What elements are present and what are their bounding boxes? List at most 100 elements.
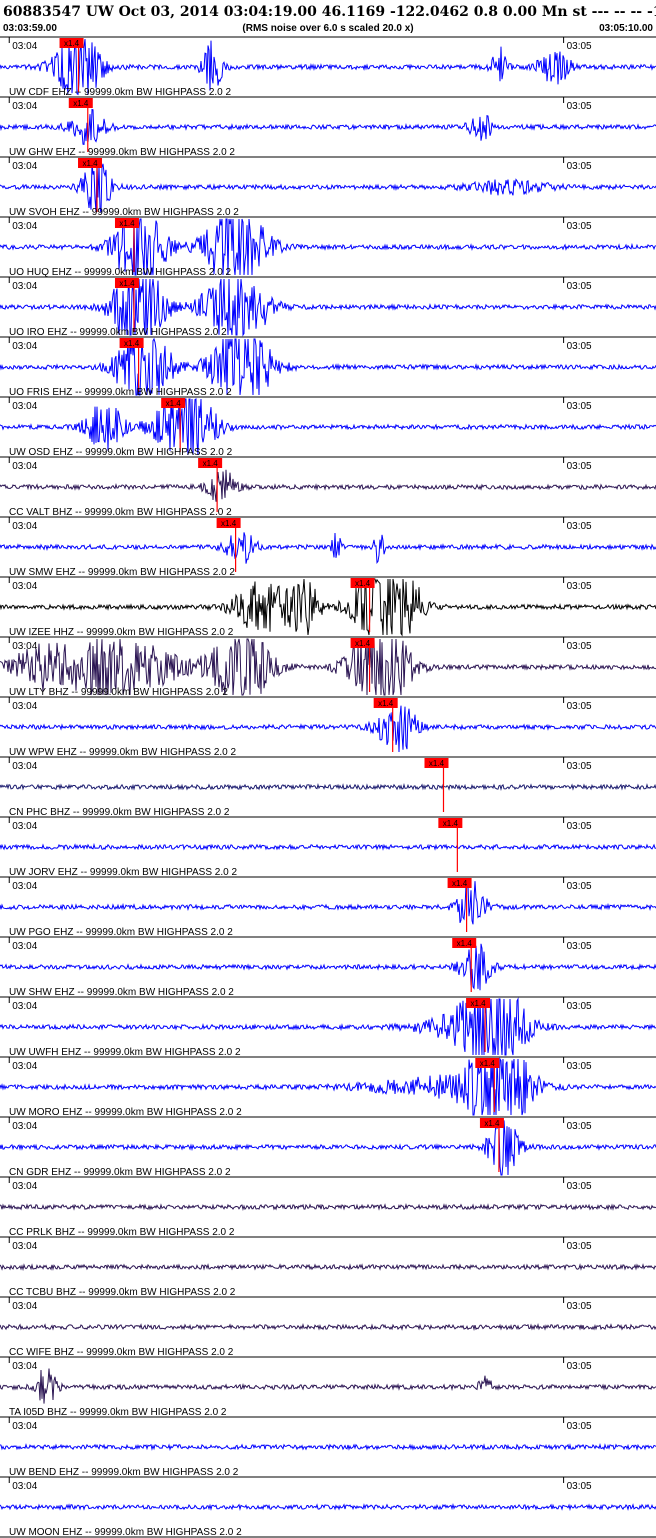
seismic-trace <box>0 1368 656 1404</box>
channel-label: UO HUQ EHZ -- 99999.0km BW HIGHPASS 2.0 … <box>9 267 232 278</box>
pick-label: x1.4 <box>221 519 237 528</box>
minute-tick-label: 03:05 <box>567 41 592 52</box>
channel-2: 03:04 03:05 x1.4 UW GHW EHZ -- 99999.0km BW… <box>0 96 656 158</box>
minute-tick-label: 03:05 <box>567 281 592 292</box>
pick-label: x1.4 <box>457 939 473 948</box>
pick-flag <box>114 218 139 228</box>
minute-tick-label: 03:04 <box>12 461 37 472</box>
channel-label: UW PGO EHZ -- 99999.0km BW HIGHPASS 2.0 … <box>9 927 233 938</box>
pick-flag <box>447 878 472 888</box>
minute-tick-label: 03:05 <box>567 1361 592 1372</box>
channel-6: 03:04 03:05 x1.4 UO FRIS EHZ -- 99999.0km B… <box>0 336 656 398</box>
channel-label: UO FRIS EHZ -- 99999.0km BW HIGHPASS 2.0… <box>9 387 232 398</box>
channel-label: CC WIFE BHZ -- 99999.0km BW HIGHPASS 2.0… <box>9 1347 234 1358</box>
channel-8: 03:04 03:05 x1.4 CC VALT BHZ -- 99999.0km B… <box>0 456 656 518</box>
pick-label: x1.4 <box>471 999 487 1008</box>
end-time: 03:05:10.00 <box>599 23 653 34</box>
minute-tick-label: 03:05 <box>567 941 592 952</box>
seismic-trace <box>0 1120 656 1176</box>
minute-tick-label: 03:04 <box>12 1121 37 1132</box>
minute-tick-label: 03:04 <box>12 761 37 772</box>
seismic-trace <box>0 1263 656 1272</box>
pick-flag <box>438 818 463 828</box>
minute-tick-label: 03:05 <box>567 461 592 472</box>
pick-label: x1.4 <box>480 1059 496 1068</box>
minute-tick-label: 03:04 <box>12 221 37 232</box>
pick-flag <box>475 1058 500 1068</box>
pick-flag <box>68 98 93 108</box>
minute-tick-label: 03:04 <box>12 581 37 592</box>
minute-tick-label: 03:04 <box>12 821 37 832</box>
seismic-trace <box>0 278 656 337</box>
seismic-trace <box>0 337 656 396</box>
pick-label: x1.4 <box>452 879 468 888</box>
channel-21: 03:04 03:05 CC TCBU BHZ -- 99999.0km BW HI… <box>0 1236 656 1298</box>
channel-label: UO IRO EHZ -- 99999.0km BW HIGHPASS 2.0 … <box>9 327 227 338</box>
minute-tick-label: 03:04 <box>12 881 37 892</box>
channel-13: 03:04 03:05 x1.4 CN PHC BHZ -- 99999.0km BW… <box>0 756 656 818</box>
minute-tick-label: 03:04 <box>12 1481 37 1492</box>
minute-tick-label: 03:05 <box>567 581 592 592</box>
seismic-trace <box>0 1442 656 1452</box>
seismic-trace <box>0 842 656 851</box>
minute-tick-label: 03:05 <box>567 701 592 712</box>
seismic-trace <box>0 218 656 276</box>
channel-label: UW CDF EHZ -- 99999.0km BW HIGHPASS 2.0 … <box>9 87 232 98</box>
seismic-trace <box>0 469 656 502</box>
minute-tick-label: 03:05 <box>567 1421 592 1432</box>
minute-tick-label: 03:04 <box>12 281 37 292</box>
minute-tick-label: 03:05 <box>567 221 592 232</box>
channel-14: 03:04 03:05 x1.4 UW JORV EHZ -- 99999.0km B… <box>0 816 656 878</box>
minute-tick-label: 03:04 <box>12 1001 37 1012</box>
pick-flag <box>119 338 144 348</box>
pick-label: x1.4 <box>429 759 445 768</box>
pick-label: x1.4 <box>119 219 135 228</box>
seismic-trace <box>0 1502 656 1512</box>
pick-flag <box>452 938 477 948</box>
minute-tick-label: 03:04 <box>12 1241 37 1252</box>
channel-11: 03:04 03:05 x1.4 UW LTY BHZ -- 99999.0km BW… <box>0 636 656 698</box>
minute-tick-label: 03:05 <box>567 161 592 172</box>
channel-22: 03:04 03:05 CC WIFE BHZ -- 99999.0km BW HI… <box>0 1296 656 1358</box>
minute-tick-label: 03:04 <box>12 1301 37 1312</box>
pick-flag <box>466 998 491 1008</box>
pick-flag <box>114 278 139 288</box>
seismic-trace <box>0 1322 656 1332</box>
pick-flag <box>424 758 449 768</box>
channel-4: 03:04 03:05 x1.4 UO HUQ EHZ -- 99999.0km BW… <box>0 216 656 278</box>
minute-tick-label: 03:04 <box>12 1061 37 1072</box>
minute-tick-label: 03:04 <box>12 641 37 652</box>
channel-label: TA I05D BHZ -- 99999.0km BW HIGHPASS 2.0… <box>9 1407 227 1418</box>
minute-tick-label: 03:05 <box>567 1241 592 1252</box>
pick-label: x1.4 <box>82 159 98 168</box>
seismic-trace <box>0 638 656 696</box>
seismic-trace <box>0 398 656 456</box>
seismic-trace <box>0 162 656 213</box>
pick-flag <box>350 578 375 588</box>
minute-tick-label: 03:04 <box>12 401 37 412</box>
pick-flag <box>350 638 375 648</box>
pick-label: x1.4 <box>166 399 182 408</box>
channel-24: 03:04 03:05 UW BEND EHZ -- 99999.0km BW HI… <box>0 1416 656 1478</box>
seismic-trace <box>0 943 656 991</box>
minute-tick-label: 03:04 <box>12 341 37 352</box>
minute-tick-label: 03:04 <box>12 701 37 712</box>
pick-label: x1.4 <box>73 99 89 108</box>
channel-label: CN PHC BHZ -- 99999.0km BW HIGHPASS 2.0 … <box>9 807 230 818</box>
channel-label: UW LTY BHZ -- 99999.0km BW HIGHPASS 2.0 … <box>9 687 228 698</box>
pick-flag <box>161 398 186 408</box>
minute-tick-label: 03:05 <box>567 881 592 892</box>
pick-flag <box>78 158 103 168</box>
channel-17: 03:04 03:05 x1.4 UW UWFH EHZ -- 99999.0km B… <box>0 996 656 1058</box>
seismic-trace <box>0 881 656 925</box>
channel-7: 03:04 03:05 x1.4 UW OSD EHZ -- 99999.0km BW… <box>0 396 656 458</box>
minute-tick-label: 03:05 <box>567 1181 592 1192</box>
minute-tick-label: 03:04 <box>12 1421 37 1432</box>
minute-tick-label: 03:04 <box>12 161 37 172</box>
pick-flag <box>373 698 398 708</box>
channel-label: UW MOON EHZ -- 99999.0km BW HIGHPASS 2.0… <box>9 1527 242 1538</box>
event-title: 60883547 UW Oct 03, 2014 03:04:19.00 46.… <box>3 4 656 20</box>
minute-tick-label: 03:05 <box>567 821 592 832</box>
channel-23: 03:04 03:05 TA I05D BHZ -- 99999.0km BW HI… <box>0 1356 656 1418</box>
